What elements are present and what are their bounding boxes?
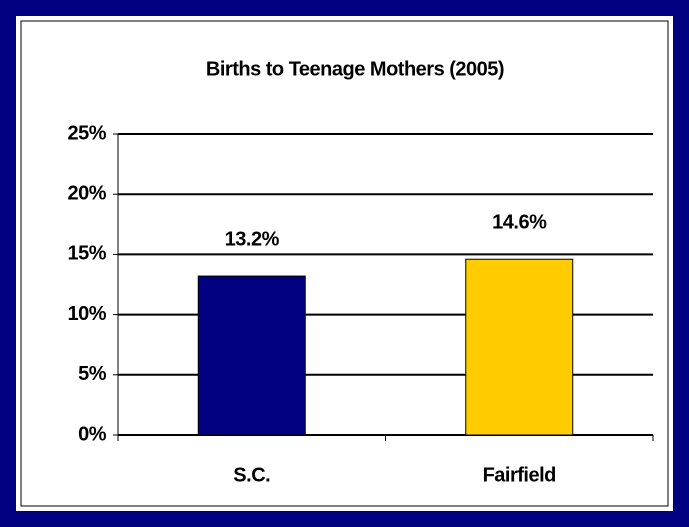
chart-area: [16, 16, 673, 511]
y-tick-label: 20%: [67, 182, 106, 204]
x-tick-label: S.C.: [233, 464, 270, 486]
y-tick-label: 5%: [78, 363, 107, 385]
bar: [465, 258, 574, 436]
data-label: 13.2%: [225, 228, 280, 250]
y-tick-label: 25%: [67, 122, 106, 144]
chart-title: Births to Teenage Mothers (2005): [206, 58, 504, 80]
y-tick-label: 10%: [67, 303, 106, 325]
chart-frame: [20, 20, 669, 507]
y-tick-label: 15%: [67, 243, 106, 265]
x-tick-label: Fairfield: [483, 464, 556, 486]
y-tick-label: 0%: [78, 423, 107, 445]
data-label: 14.6%: [492, 211, 547, 233]
bar: [197, 275, 306, 436]
